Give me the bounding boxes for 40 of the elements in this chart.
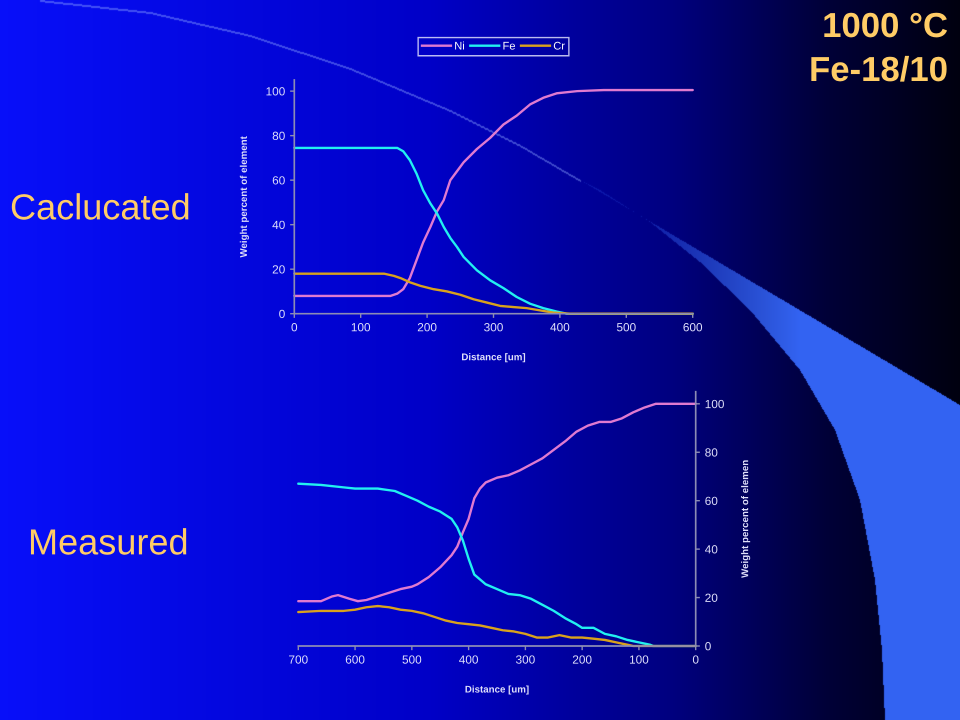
x-tick-label: 300 [516, 655, 535, 664]
x-tick-label: 600 [346, 655, 364, 664]
text: Fe-18/10 [811, 56, 947, 82]
x-tick-label: 0 [692, 655, 699, 664]
y2-tick-label: 0 [705, 642, 711, 650]
y-tick-label: 60 [272, 176, 285, 185]
x-tick-label: 300 [484, 323, 503, 332]
y2-tick-label: 100 [706, 400, 724, 408]
y2-tick-label: 60 [705, 496, 718, 506]
legend-label: Cr [554, 42, 565, 50]
x-tick-label: 200 [572, 655, 592, 664]
y2-tick-label: 40 [705, 545, 718, 554]
x-tick-label: 500 [616, 323, 636, 332]
y-tick-label: 100 [266, 87, 285, 96]
legend-label: Fe [503, 42, 515, 50]
x-axis-title: Distance [um] [466, 685, 529, 695]
y-tick-label: 40 [272, 220, 285, 230]
x-tick-label: 200 [418, 323, 436, 332]
y-axis-title: Weight percent of element [240, 136, 249, 258]
text: 1000 °C [824, 12, 948, 38]
x-axis-title: Distance [um] [462, 353, 526, 362]
x-tick-label: 700 [289, 655, 308, 664]
x-tick-label: 100 [352, 323, 370, 332]
text: Caclucated [12, 193, 188, 220]
legend-label: Ni [455, 42, 464, 50]
text: Measured [30, 528, 186, 555]
x-tick-label: 400 [459, 655, 478, 664]
line-series [293, 88, 694, 298]
y2-tick-label: 20 [705, 594, 718, 602]
x-tick-label: 100 [630, 655, 648, 664]
y2-tick-label: 80 [705, 448, 718, 457]
x-tick-label: 600 [683, 323, 702, 332]
y-tick-label: 0 [279, 310, 285, 318]
x-tick-label: 0 [291, 323, 298, 332]
x-tick-label: 500 [402, 655, 422, 664]
y2-axis-title: Weight percent of elemen [741, 460, 750, 578]
line-series [297, 402, 697, 602]
y-tick-label: 20 [272, 265, 285, 274]
y-tick-label: 80 [272, 132, 285, 140]
x-tick-label: 400 [550, 323, 570, 332]
